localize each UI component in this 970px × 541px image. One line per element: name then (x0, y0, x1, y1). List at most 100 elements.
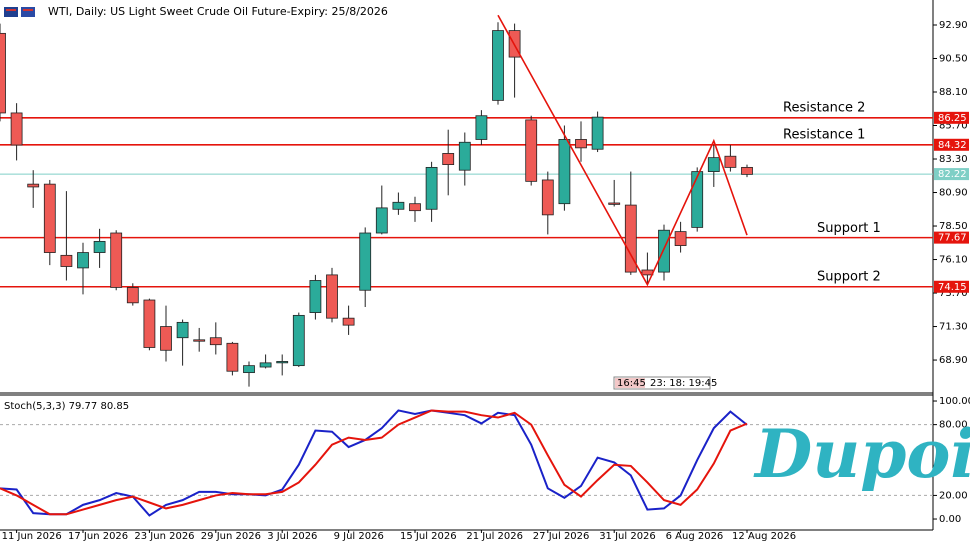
candle-body (558, 139, 571, 205)
chart-title: WTI, Daily: US Light Sweet Crude Oil Fut… (48, 5, 388, 18)
candle-body (0, 32, 6, 114)
level-name: Support 2 (817, 269, 881, 284)
candle-body (492, 30, 504, 101)
candle-body (276, 361, 289, 364)
x-tick-label: 27 Jul 2026 (533, 531, 590, 541)
y-tick-label: 92.90 (939, 20, 968, 31)
candle-body (77, 252, 89, 269)
x-tick-label: 31 Jul 2026 (599, 531, 656, 541)
indicator-title: Stoch(5,3,3) 79.77 80.85 (4, 401, 129, 412)
candle-body (591, 116, 604, 150)
x-tick-label: 29 Jun 2026 (201, 531, 261, 541)
countdown-remaining: 23: 18: 19:45 (650, 378, 717, 389)
candle-body (176, 321, 189, 339)
candle-body (409, 203, 421, 212)
candle-body (425, 166, 438, 210)
y-tick-label: 73.70 (939, 288, 968, 299)
candle-body (608, 202, 621, 205)
level-price-label: 77.67 (938, 233, 967, 244)
y-tick-label: 100.00 (939, 396, 970, 407)
candle-body (707, 157, 720, 172)
candle-body (10, 112, 23, 146)
countdown-highlight (615, 378, 645, 388)
candle-body (143, 299, 156, 348)
candle-body (658, 229, 670, 273)
stoch-line (0, 409, 748, 517)
x-tick-label: 9 Jul 2026 (334, 531, 384, 541)
candle-body (110, 232, 123, 288)
candle-body (741, 166, 753, 175)
candle-body (392, 201, 405, 210)
x-tick-label: 15 Jul 2026 (400, 531, 457, 541)
level-price-label: 84.32 (938, 140, 967, 151)
level-price-box (934, 111, 969, 124)
level-price-box (934, 168, 969, 181)
level-price-label: 86.25 (938, 113, 967, 124)
candle-body (475, 115, 488, 140)
stoch-line (0, 409, 748, 516)
candle-body (575, 139, 587, 149)
icon (23, 9, 33, 11)
candle-body (359, 232, 372, 291)
level-price-label: 82.22 (938, 169, 967, 180)
x-tick-label: 12 Aug 2026 (732, 531, 796, 541)
header-icons (4, 7, 35, 17)
candle-body (226, 342, 239, 372)
candle-body (209, 337, 222, 346)
candle-body (126, 287, 139, 304)
y-tick-label: 80.90 (939, 188, 968, 199)
y-tick-label: 80.00 (939, 420, 968, 431)
candle-body (93, 240, 106, 253)
candle-body (259, 362, 272, 368)
candle-body (43, 183, 56, 253)
level-name: Resistance 2 (783, 100, 865, 115)
y-tick-label: 88.10 (939, 87, 968, 98)
level-name: Resistance 1 (783, 127, 865, 142)
candle-body (375, 207, 388, 234)
candle-body (342, 317, 355, 326)
zigzag-line (497, 14, 748, 287)
icon (6, 9, 16, 11)
y-tick-label: 83.30 (939, 154, 968, 165)
x-tick-label: 3 Jul 2026 (267, 531, 317, 541)
y-tick-label: 90.50 (939, 53, 968, 64)
x-tick-label: 21 Jul 2026 (466, 531, 523, 541)
candle-body (541, 179, 554, 216)
y-tick-label: 20.00 (939, 490, 968, 501)
icon (21, 7, 35, 17)
candle-body (292, 314, 305, 367)
candle-body (60, 254, 73, 267)
candle-body (674, 231, 687, 246)
candle-body (525, 119, 538, 182)
y-tick-label: 71.30 (939, 322, 968, 333)
candle-body (641, 269, 654, 276)
candle-body (724, 155, 737, 168)
x-tick-label: 23 Jun 2026 (134, 531, 194, 541)
y-tick-label: 68.90 (939, 355, 968, 366)
countdown-time: 16:45 (617, 378, 646, 389)
icon (4, 7, 18, 17)
y-tick-label: 0.00 (939, 514, 961, 525)
y-tick-label: 78.50 (939, 221, 968, 232)
candle-body (160, 326, 172, 351)
candle-body (458, 141, 471, 171)
candle-body (624, 204, 637, 273)
candle-body (309, 280, 322, 313)
level-price-box (934, 231, 969, 244)
level-price-box (934, 138, 969, 151)
candle-body (691, 171, 704, 228)
x-tick-label: 6 Aug 2026 (666, 531, 724, 541)
x-tick-label: 11 Jun 2026 (2, 531, 62, 541)
candle-body (326, 274, 338, 319)
level-price-label: 74.15 (938, 282, 967, 293)
level-price-box (934, 280, 969, 293)
candle-body (193, 339, 206, 342)
logo: Dupoin (753, 415, 970, 493)
y-tick-label: 85.70 (939, 121, 968, 132)
level-name: Support 1 (817, 221, 881, 236)
candle-body (27, 183, 40, 188)
x-tick-label: 17 Jun 2026 (68, 531, 128, 541)
